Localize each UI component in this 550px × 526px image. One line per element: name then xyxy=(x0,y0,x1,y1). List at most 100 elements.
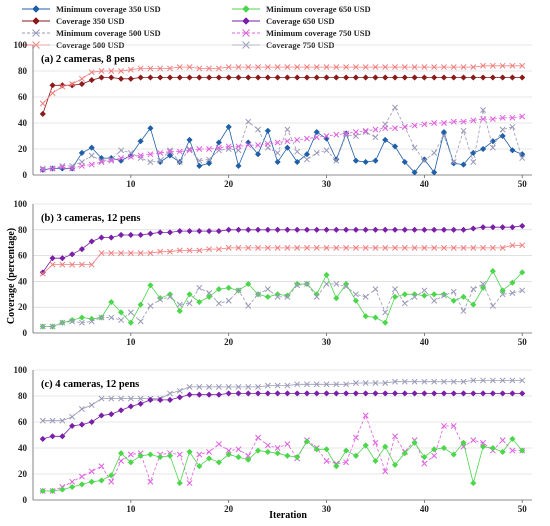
data-point xyxy=(489,267,497,275)
x-axis-label: Iteration xyxy=(269,510,307,521)
data-point xyxy=(274,158,281,166)
data-point xyxy=(264,74,271,81)
data-point xyxy=(421,64,428,71)
data-point xyxy=(88,238,95,245)
data-point xyxy=(401,300,408,307)
data-point xyxy=(294,453,301,461)
data-point xyxy=(49,165,56,172)
data-point xyxy=(489,390,497,397)
data-point xyxy=(372,380,379,386)
data-point xyxy=(460,244,467,251)
data-point xyxy=(352,64,359,71)
data-point xyxy=(147,65,154,72)
y-tick-label: 60 xyxy=(18,417,28,427)
y-tick-label: 100 xyxy=(14,365,28,375)
data-point xyxy=(88,318,95,325)
data-point xyxy=(519,447,526,454)
data-point xyxy=(450,64,457,71)
y-tick-label: 40 xyxy=(18,118,28,128)
data-point xyxy=(294,282,301,289)
data-point xyxy=(264,293,271,301)
data-point xyxy=(166,152,174,159)
chart-panel: 0 20 40 60 80 100 10 20 30 40 50 (a) 2 cameras, 8 p… xyxy=(14,40,532,189)
data-point xyxy=(69,261,76,268)
data-point xyxy=(382,309,389,316)
data-point xyxy=(108,298,115,306)
y-tick-label: 0 xyxy=(23,328,28,338)
data-point xyxy=(411,144,418,151)
x-tick-label: 30 xyxy=(322,179,332,189)
data-point xyxy=(225,146,232,152)
data-point xyxy=(39,100,46,107)
data-point xyxy=(157,149,164,156)
data-point xyxy=(147,302,154,309)
data-point xyxy=(499,448,506,456)
data-point xyxy=(304,64,310,71)
data-point xyxy=(460,390,467,397)
data-point xyxy=(68,483,76,491)
data-point xyxy=(333,74,340,81)
data-point xyxy=(98,412,105,419)
data-point xyxy=(333,295,340,302)
data-point xyxy=(225,297,232,304)
data-point xyxy=(78,406,85,412)
data-point xyxy=(343,459,350,466)
data-point xyxy=(206,156,213,163)
data-point xyxy=(440,422,447,429)
data-point xyxy=(470,74,477,81)
data-point xyxy=(304,281,310,287)
data-point xyxy=(303,151,311,158)
data-point xyxy=(49,255,56,262)
data-point xyxy=(431,446,438,453)
data-point xyxy=(206,146,213,152)
data-point xyxy=(411,169,418,176)
y-tick-label: 80 xyxy=(18,225,28,235)
data-point xyxy=(509,123,516,130)
data-point xyxy=(450,378,457,385)
data-point xyxy=(78,261,85,268)
data-point xyxy=(509,242,516,249)
data-point xyxy=(245,226,252,233)
data-point xyxy=(421,292,428,299)
data-point xyxy=(176,64,183,71)
data-point xyxy=(196,247,203,254)
data-point xyxy=(186,74,193,81)
data-point xyxy=(401,378,408,385)
data-point xyxy=(235,143,242,150)
data-point xyxy=(313,244,320,251)
data-point xyxy=(254,74,262,81)
data-point xyxy=(215,285,223,293)
data-point xyxy=(372,457,379,465)
series-line xyxy=(42,270,523,328)
data-point xyxy=(450,390,457,397)
data-point xyxy=(450,451,457,458)
data-point xyxy=(225,123,232,131)
data-point xyxy=(137,301,144,308)
data-point xyxy=(176,479,183,487)
data-point xyxy=(176,227,183,235)
series xyxy=(39,435,526,495)
data-point xyxy=(176,394,183,401)
data-point xyxy=(479,74,487,81)
data-point xyxy=(117,231,125,239)
data-point xyxy=(411,64,418,71)
series xyxy=(39,222,526,276)
data-point xyxy=(509,390,516,397)
data-point xyxy=(460,118,467,125)
data-point xyxy=(382,244,389,251)
data-point xyxy=(49,261,56,268)
data-point xyxy=(304,244,310,251)
data-point xyxy=(157,74,164,81)
data-point xyxy=(499,62,506,69)
series-line xyxy=(42,106,523,169)
data-point xyxy=(303,226,311,233)
x-tick-label: 50 xyxy=(518,179,528,189)
x-tick-label: 10 xyxy=(126,337,136,347)
data-point xyxy=(460,64,467,71)
data-point xyxy=(352,291,359,298)
series xyxy=(39,390,526,443)
data-point xyxy=(499,377,506,384)
data-point xyxy=(157,296,164,303)
data-point xyxy=(372,157,379,164)
data-point xyxy=(323,281,330,287)
